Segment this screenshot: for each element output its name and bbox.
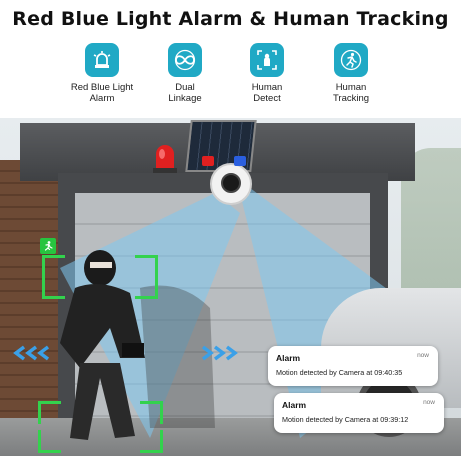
notification-body: Motion detected by Camera at 09:39:12 — [282, 415, 409, 424]
feature-human-tracking: Human Tracking — [306, 43, 396, 104]
camera-blue-light — [234, 156, 246, 166]
motion-blur — [140, 285, 215, 428]
tracking-box-corner — [140, 430, 163, 453]
feature-label-line1: Human — [251, 82, 283, 93]
feature-label-line1: Human — [335, 82, 367, 93]
page-title: Red Blue Light Alarm & Human Tracking — [12, 8, 449, 30]
chevron-left-icon — [13, 345, 50, 361]
tracking-box-corner — [135, 276, 158, 299]
tracking-box-corner — [38, 430, 61, 453]
feature-label-line1: Dual — [175, 82, 195, 93]
tracking-box-corner — [42, 255, 65, 278]
alarm-notification[interactable]: Alarm now Motion detected by Camera at 0… — [274, 393, 444, 433]
intruder-figure — [60, 250, 145, 440]
notification-time: now — [423, 399, 435, 406]
person-detect-icon — [250, 43, 284, 77]
notification-title: Alarm — [276, 353, 301, 363]
person-tag-icon — [40, 238, 56, 254]
feature-red-blue-alarm: Red Blue Light Alarm — [57, 43, 147, 104]
tracking-box-corner — [38, 401, 61, 424]
header: Red Blue Light Alarm & Human Tracking Re… — [0, 0, 461, 118]
feature-human-detect: Human Detect — [222, 43, 312, 104]
chevron-right-icon — [201, 345, 238, 361]
feature-dual-linkage: Dual Linkage — [140, 43, 230, 104]
camera-lens — [221, 173, 241, 193]
feature-label-line2: Linkage — [168, 93, 202, 104]
alarm-notification[interactable]: Alarm now Motion detected by Camera at 0… — [268, 346, 438, 386]
feature-label-line2: Tracking — [332, 93, 370, 104]
feature-label-line2: Detect — [253, 93, 281, 104]
notification-time: now — [417, 352, 429, 359]
camera-red-light — [202, 156, 214, 166]
tracking-box-corner — [140, 401, 163, 424]
siren-light-icon — [153, 145, 177, 173]
feature-label-line1: Red Blue Light — [70, 82, 134, 93]
running-person-icon — [334, 43, 368, 77]
notification-body: Motion detected by Camera at 09:40:35 — [276, 368, 403, 377]
wood-wall — [0, 160, 58, 430]
notification-title: Alarm — [282, 400, 307, 410]
feature-label-line2: Alarm — [89, 93, 115, 104]
garage-scene — [0, 118, 461, 456]
tracking-box-corner — [135, 255, 158, 278]
siren-icon — [85, 43, 119, 77]
infinity-icon — [168, 43, 202, 77]
tracking-box-corner — [42, 276, 65, 299]
